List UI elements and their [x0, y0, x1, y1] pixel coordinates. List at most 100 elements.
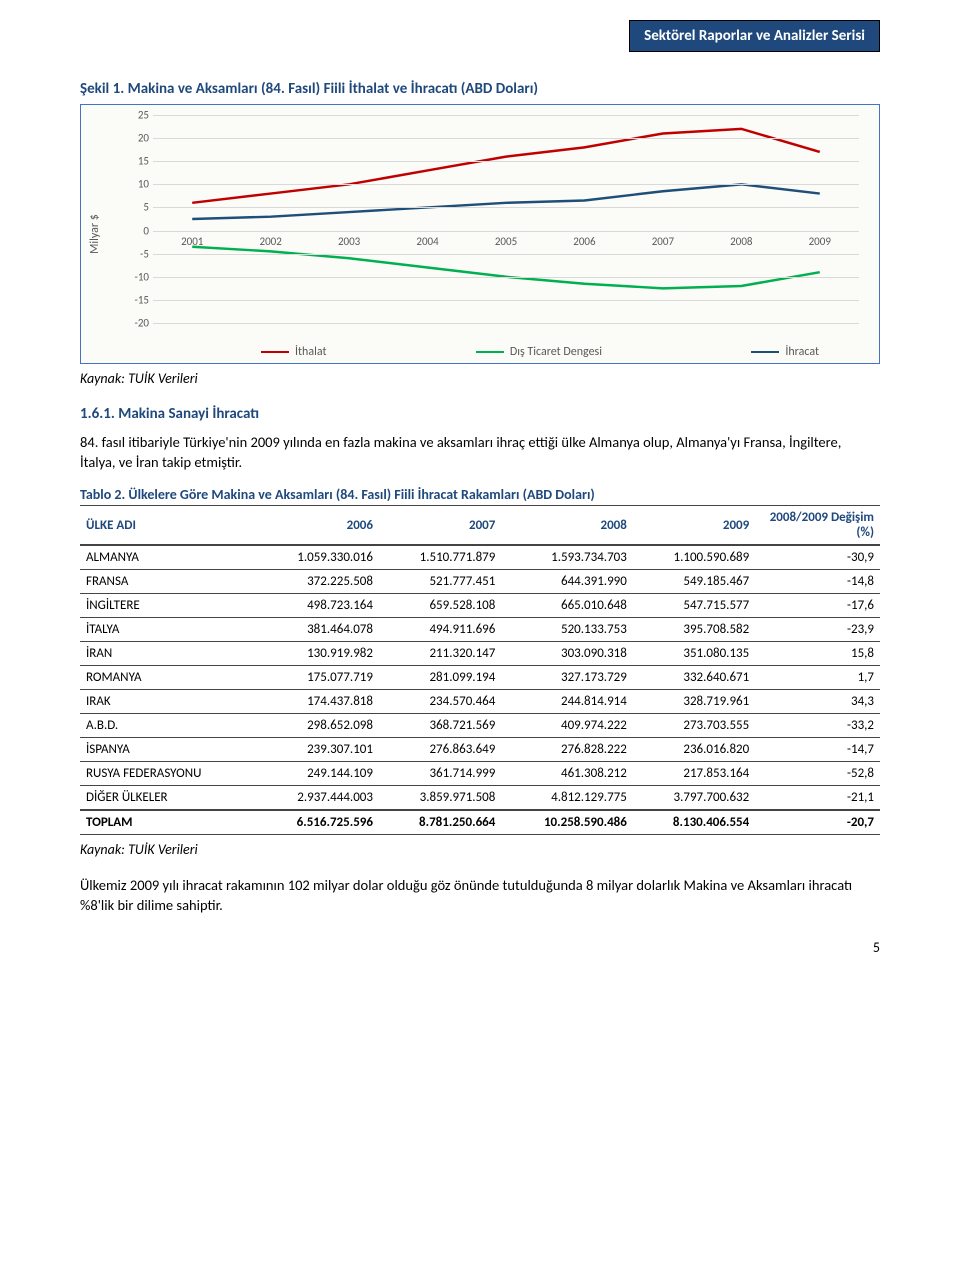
y-tick-label: -10 [121, 270, 149, 283]
table-cell: 521.777.451 [379, 570, 501, 594]
y-axis-label: Milyar $ [88, 214, 102, 254]
table-total-row: TOPLAM6.516.725.5968.781.250.66410.258.5… [80, 810, 880, 835]
table-cell: 8.781.250.664 [379, 810, 501, 835]
page-number: 5 [80, 939, 880, 956]
table-cell: 351.080.135 [633, 642, 755, 666]
table-cell: 461.308.212 [501, 762, 633, 786]
table-title: Tablo 2. Ülkelere Göre Makina ve Aksamla… [80, 486, 880, 503]
legend-label: İthalat [295, 345, 327, 359]
table-cell: -14,7 [755, 738, 880, 762]
table-cell: 211.320.147 [379, 642, 501, 666]
table-cell: 549.185.467 [633, 570, 755, 594]
x-tick-label: 2006 [573, 235, 595, 248]
legend-line-icon [751, 351, 779, 353]
chart-legend: İthalat Dış Ticaret Dengesi İhracat [261, 345, 819, 359]
paragraph-1: 84. fasıl itibariyle Türkiye'nin 2009 yı… [80, 433, 880, 472]
table-cell: 1.059.330.016 [257, 545, 379, 570]
table-cell: ALMANYA [80, 545, 257, 570]
table-cell: 10.258.590.486 [501, 810, 633, 835]
table-cell: 303.090.318 [501, 642, 633, 666]
table-cell: A.B.D. [80, 714, 257, 738]
table-cell: 659.528.108 [379, 594, 501, 618]
table-cell: 174.437.818 [257, 690, 379, 714]
table-cell: 520.133.753 [501, 618, 633, 642]
table-cell: 239.307.101 [257, 738, 379, 762]
legend-item-dis-ticaret: Dış Ticaret Dengesi [476, 345, 602, 359]
table-cell: 547.715.577 [633, 594, 755, 618]
table-cell: IRAK [80, 690, 257, 714]
table-cell: İNGİLTERE [80, 594, 257, 618]
table-cell: 327.173.729 [501, 666, 633, 690]
table-cell: 298.652.098 [257, 714, 379, 738]
table-body: ALMANYA1.059.330.0161.510.771.8791.593.7… [80, 545, 880, 835]
table-cell: 498.723.164 [257, 594, 379, 618]
table-row: DİĞER ÜLKELER2.937.444.0033.859.971.5084… [80, 786, 880, 811]
paragraph-2: Ülkemiz 2009 yılı ihracat rakamının 102 … [80, 876, 880, 915]
y-tick-label: 20 [121, 132, 149, 145]
table-cell: -52,8 [755, 762, 880, 786]
table-cell: 1.510.771.879 [379, 545, 501, 570]
source-note-1: Kaynak: TUİK Verileri [80, 370, 880, 387]
table-row: İNGİLTERE498.723.164659.528.108665.010.6… [80, 594, 880, 618]
legend-line-icon [261, 351, 289, 353]
table-cell: -23,9 [755, 618, 880, 642]
table-cell: 236.016.820 [633, 738, 755, 762]
table-cell: 644.391.990 [501, 570, 633, 594]
table-cell: 244.814.914 [501, 690, 633, 714]
table-cell: 2.937.444.003 [257, 786, 379, 811]
table-row: İTALYA381.464.078494.911.696520.133.7533… [80, 618, 880, 642]
x-tick-label: 2003 [338, 235, 360, 248]
legend-item-ithalat: İthalat [261, 345, 327, 359]
x-tick-label: 2007 [652, 235, 674, 248]
table-cell: 276.828.222 [501, 738, 633, 762]
table-cell: -14,8 [755, 570, 880, 594]
table-column-header: 2009 [633, 506, 755, 546]
y-tick-label: -5 [121, 247, 149, 260]
table-row: İSPANYA239.307.101276.863.649276.828.222… [80, 738, 880, 762]
table-cell: İRAN [80, 642, 257, 666]
table-row: IRAK174.437.818234.570.464244.814.914328… [80, 690, 880, 714]
table-cell: ROMANYA [80, 666, 257, 690]
table-cell: 234.570.464 [379, 690, 501, 714]
table-cell: İTALYA [80, 618, 257, 642]
table-cell: RUSYA FEDERASYONU [80, 762, 257, 786]
y-tick-label: 15 [121, 155, 149, 168]
table-column-header: 2006 [257, 506, 379, 546]
y-tick-label: 0 [121, 224, 149, 237]
table-cell: 276.863.649 [379, 738, 501, 762]
y-tick-label: 25 [121, 109, 149, 122]
table-column-header: 2007 [379, 506, 501, 546]
table-cell: 15,8 [755, 642, 880, 666]
table-cell: 409.974.222 [501, 714, 633, 738]
legend-line-icon [476, 351, 504, 353]
table-column-header: ÜLKE ADI [80, 506, 257, 546]
table-cell: 395.708.582 [633, 618, 755, 642]
table-cell: 1,7 [755, 666, 880, 690]
table-cell: -30,9 [755, 545, 880, 570]
section-heading: 1.6.1. Makina Sanayi İhracatı [80, 405, 880, 423]
table-cell: 1.593.734.703 [501, 545, 633, 570]
chart-svg [153, 115, 859, 323]
x-tick-label: 2005 [495, 235, 517, 248]
legend-item-ihracat: İhracat [751, 345, 819, 359]
header-bar: Sektörel Raporlar ve Analizler Serisi [629, 20, 880, 52]
table-cell: 332.640.671 [633, 666, 755, 690]
table-cell: -21,1 [755, 786, 880, 811]
x-tick-label: 2002 [260, 235, 282, 248]
table-cell: 381.464.078 [257, 618, 379, 642]
legend-label: İhracat [785, 345, 819, 359]
table-row: RUSYA FEDERASYONU249.144.109361.714.9994… [80, 762, 880, 786]
x-tick-label: 2009 [809, 235, 831, 248]
y-tick-label: 5 [121, 201, 149, 214]
source-note-2: Kaynak: TUİK Verileri [80, 841, 880, 858]
export-table: ÜLKE ADI20062007200820092008/2009 Değişi… [80, 505, 880, 835]
table-cell: 217.853.164 [633, 762, 755, 786]
table-cell: 4.812.129.775 [501, 786, 633, 811]
table-cell: TOPLAM [80, 810, 257, 835]
legend-label: Dış Ticaret Dengesi [510, 345, 602, 359]
y-tick-label: 10 [121, 178, 149, 191]
table-row: FRANSA372.225.508521.777.451644.391.9905… [80, 570, 880, 594]
table-cell: 273.703.555 [633, 714, 755, 738]
table-header-row: ÜLKE ADI20062007200820092008/2009 Değişi… [80, 506, 880, 546]
chart-plot-area: 200120022003200420052006200720082009 [153, 115, 859, 323]
